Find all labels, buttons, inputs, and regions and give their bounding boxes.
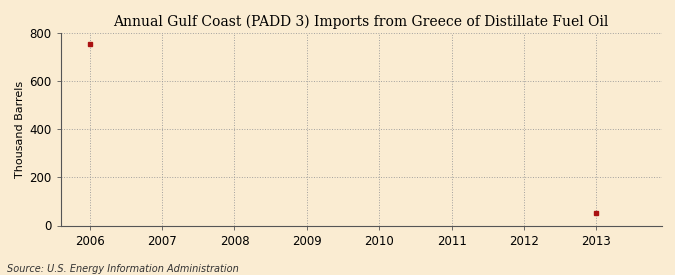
Title: Annual Gulf Coast (PADD 3) Imports from Greece of Distillate Fuel Oil: Annual Gulf Coast (PADD 3) Imports from … (113, 15, 609, 29)
Y-axis label: Thousand Barrels: Thousand Barrels (16, 81, 25, 178)
Text: Source: U.S. Energy Information Administration: Source: U.S. Energy Information Administ… (7, 264, 238, 274)
